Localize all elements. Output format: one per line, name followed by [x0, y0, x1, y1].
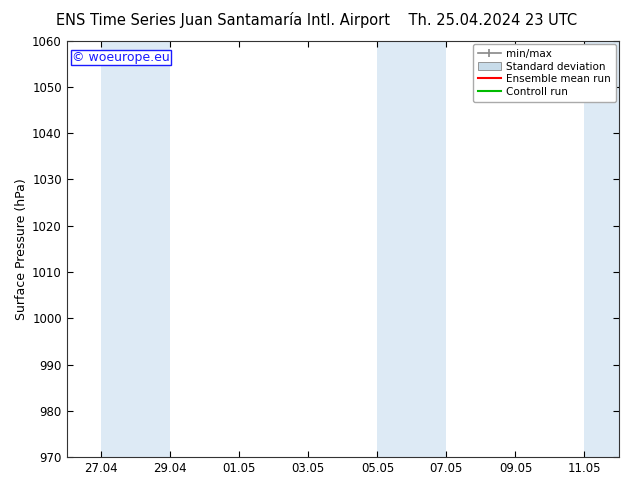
Bar — [101, 41, 171, 457]
Bar — [377, 41, 446, 457]
Y-axis label: Surface Pressure (hPa): Surface Pressure (hPa) — [15, 178, 28, 320]
Legend: min/max, Standard deviation, Ensemble mean run, Controll run: min/max, Standard deviation, Ensemble me… — [472, 44, 616, 102]
Bar — [585, 41, 619, 457]
Text: ENS Time Series Juan Santamaría Intl. Airport    Th. 25.04.2024 23 UTC: ENS Time Series Juan Santamaría Intl. Ai… — [56, 12, 578, 28]
Text: © woeurope.eu: © woeurope.eu — [72, 51, 170, 64]
